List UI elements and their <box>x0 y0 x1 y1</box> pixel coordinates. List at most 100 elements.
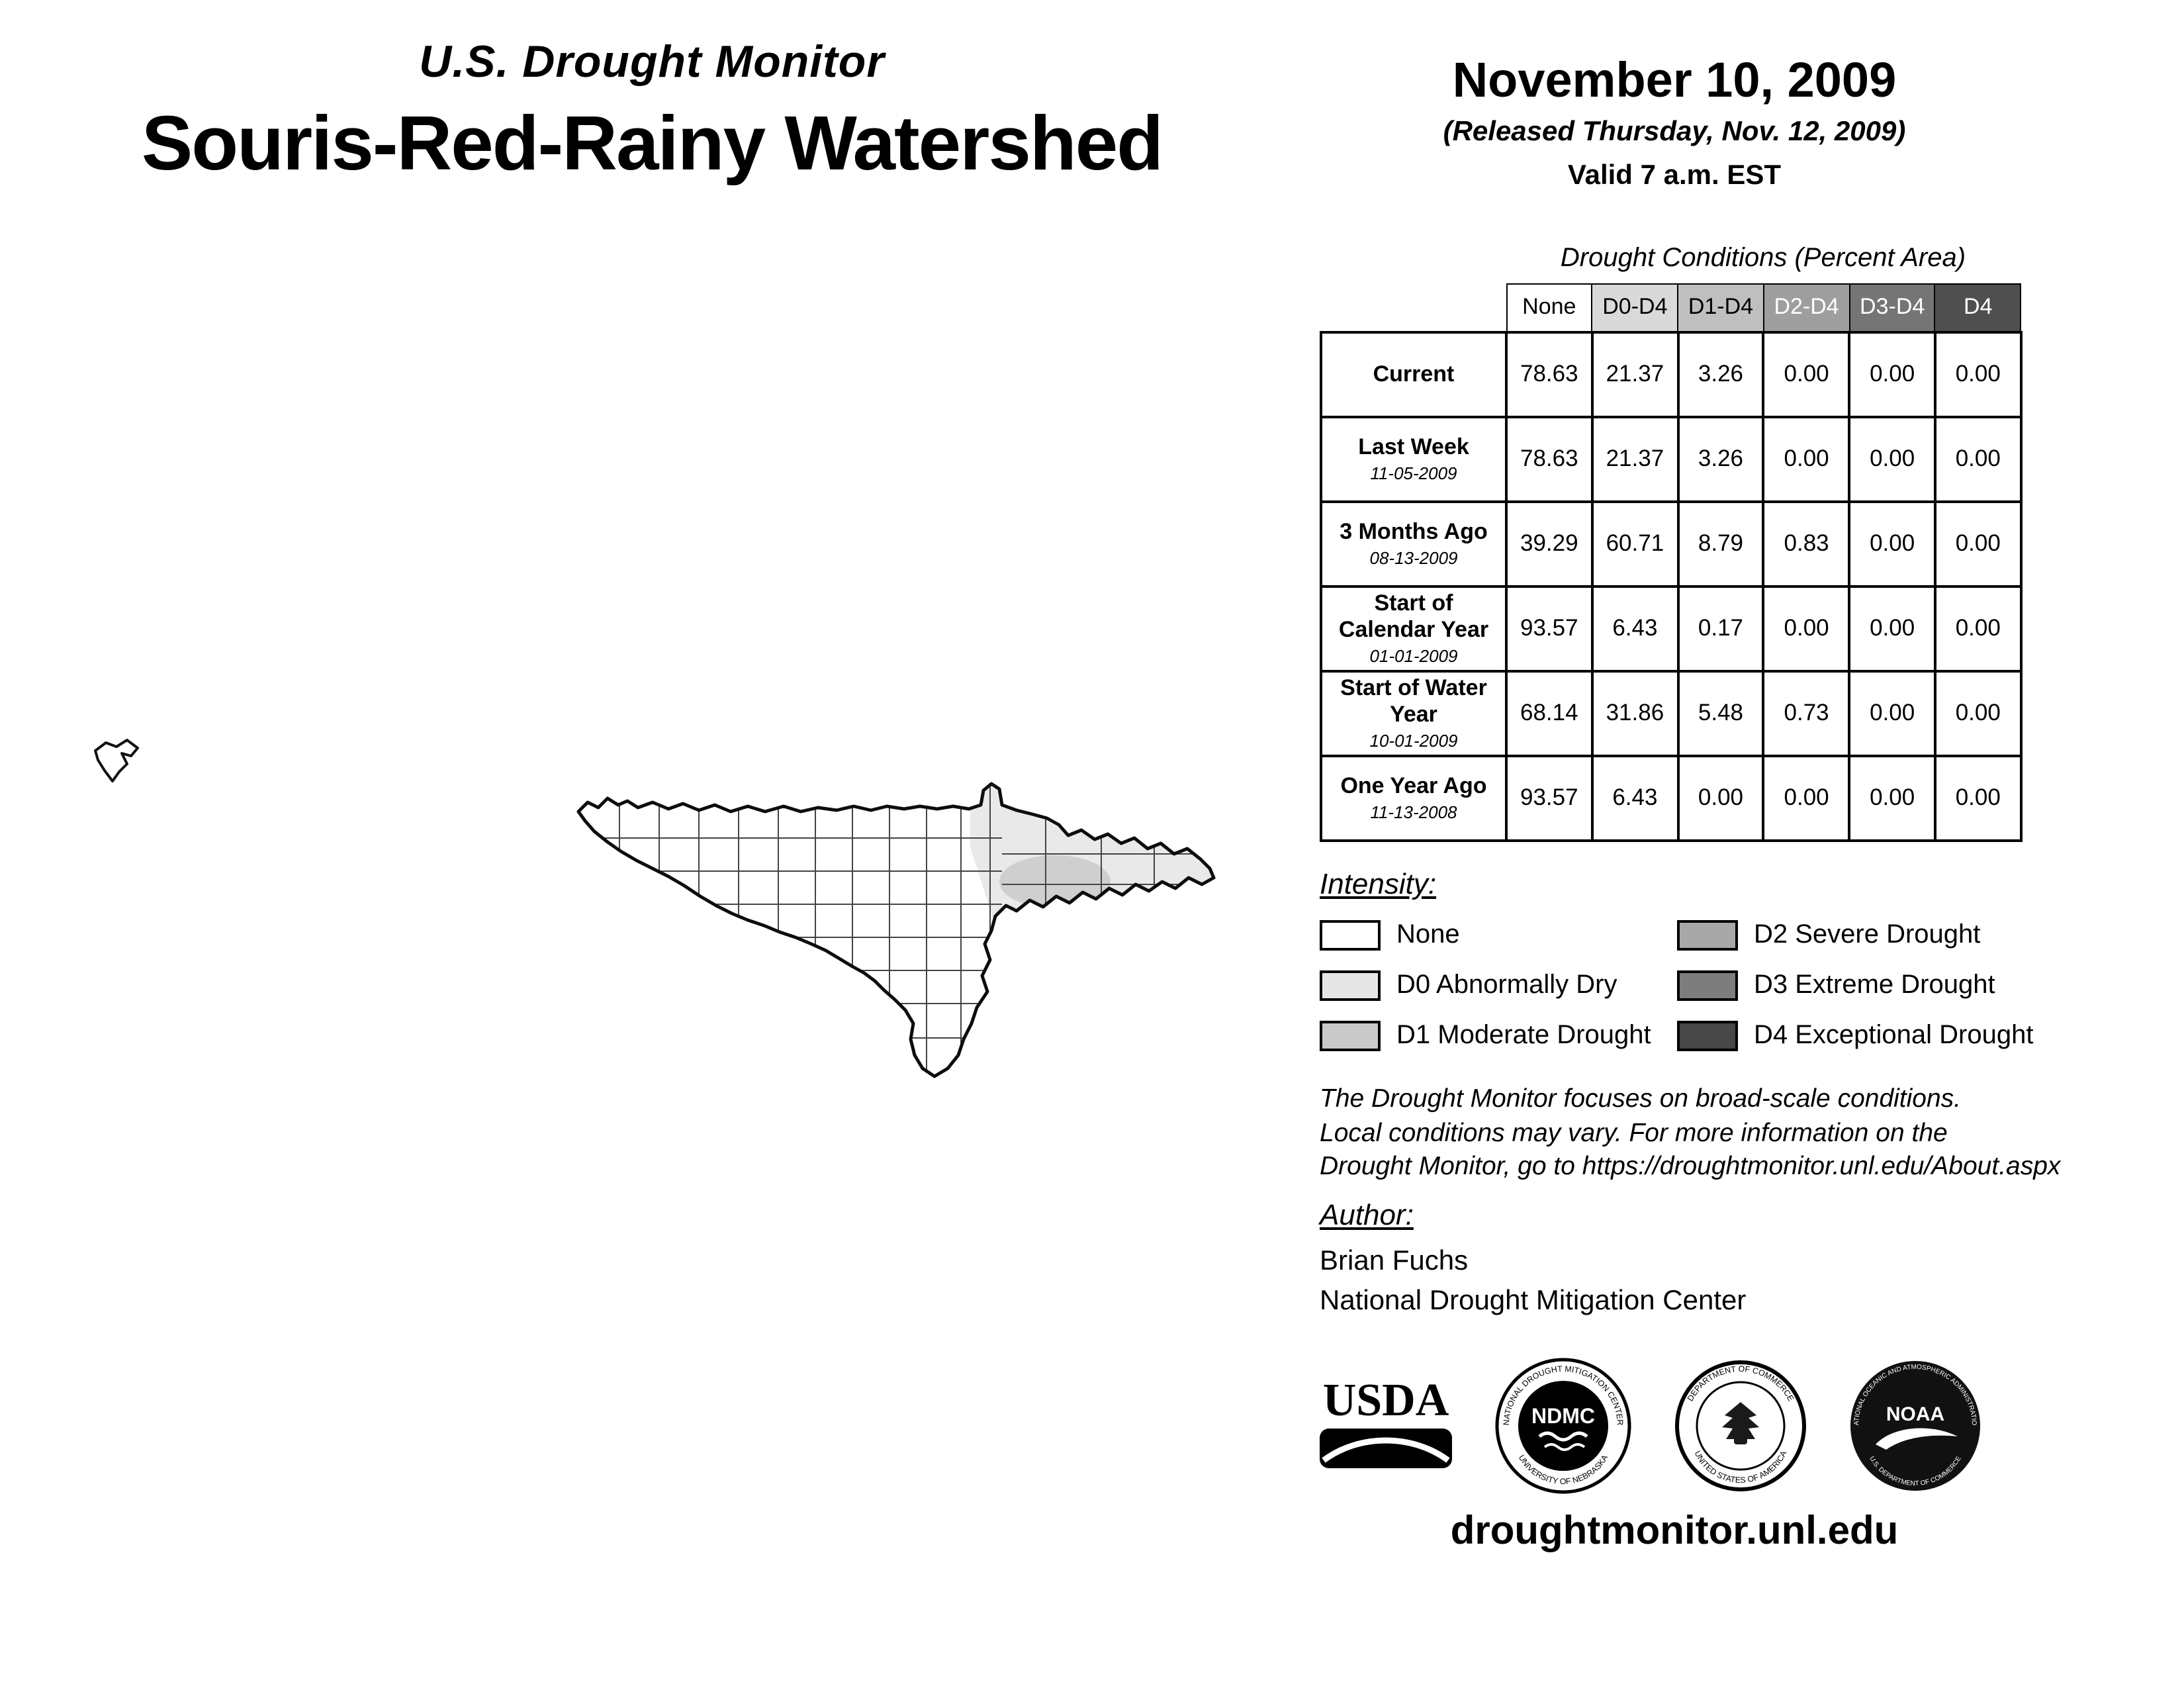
table-cell: 0.00 <box>1762 754 1851 841</box>
table-cell: 93.57 <box>1505 585 1594 672</box>
table-cell: 0.00 <box>1848 415 1936 502</box>
program-title: U.S. Drought Monitor <box>419 37 885 87</box>
release-date: (Released Thursday, Nov. 12, 2009) <box>1443 117 1906 147</box>
col-header-d4: D4 <box>1934 283 2022 332</box>
date-block: November 10, 2009 (Released Thursday, No… <box>1330 53 2019 192</box>
watershed-outline <box>576 782 1216 1078</box>
col-header-d3-d4: D3-D4 <box>1848 283 1936 332</box>
col-header-d1-d4: D1-D4 <box>1677 283 1764 332</box>
table-cell: 3.26 <box>1676 415 1765 502</box>
table-cell: 0.00 <box>1933 330 2023 418</box>
table-cell: 21.37 <box>1590 415 1680 502</box>
title-block: U.S. Drought Monitor Souris-Red-Rainy Wa… <box>53 37 1251 188</box>
table-cell: 0.00 <box>1848 330 1936 418</box>
legend-swatch-d2 <box>1677 920 1738 951</box>
legend-swatch-d1 <box>1320 1021 1381 1051</box>
table-cell: 78.63 <box>1505 415 1594 502</box>
table-cell: 68.14 <box>1505 669 1594 757</box>
blank-corner-cell <box>1321 284 1506 332</box>
legend-item-d1: D1 Moderate Drought <box>1320 1021 1677 1051</box>
footer-url-link[interactable]: droughtmonitor.unl.edu <box>1450 1509 1899 1553</box>
d0-region <box>970 784 1214 933</box>
legend-swatch-d0 <box>1320 970 1381 1001</box>
table-cell: 0.00 <box>1848 754 1936 841</box>
table-cell: 0.00 <box>1933 669 2023 757</box>
table-cell: 0.00 <box>1848 585 1936 672</box>
row-label: Start of Calendar Year 01-01-2009 <box>1320 585 1508 672</box>
row-label: Last Week 11-05-2009 <box>1320 415 1508 502</box>
table-cell: 0.00 <box>1933 585 2023 672</box>
table-cell: 5.48 <box>1676 669 1765 757</box>
table-cell: 0.83 <box>1762 500 1851 587</box>
table-cell: 0.00 <box>1933 415 2023 502</box>
legend-heading: Intensity: <box>1320 867 1437 900</box>
page-title: Souris-Red-Rainy Watershed <box>141 101 1163 187</box>
row-label: Start of Water Year 10-01-2009 <box>1320 669 1508 757</box>
table-cell: 0.00 <box>1933 500 2023 587</box>
usda-logo: USDA <box>1320 1375 1452 1468</box>
table-cell: 0.00 <box>1762 330 1851 418</box>
table-cell: 0.00 <box>1933 754 2023 841</box>
table-cell: 6.43 <box>1590 585 1680 672</box>
col-header-d2-d4: D2-D4 <box>1762 283 1850 332</box>
legend-item-d4: D4 Exceptional Drought <box>1677 1021 2045 1051</box>
legend-item-d3: D3 Extreme Drought <box>1677 970 2045 1001</box>
disclaimer-text: The Drought Monitor focuses on broad-sca… <box>1320 1084 2061 1182</box>
table-cell: 39.29 <box>1505 500 1594 587</box>
row-label: 3 Months Ago 08-13-2009 <box>1320 500 1508 587</box>
table-cell: 0.00 <box>1848 669 1936 757</box>
table-cell: 0.17 <box>1676 585 1765 672</box>
ndmc-logo: NDMC NATIONAL DROUGHT MITIGATION CENTER … <box>1495 1358 1631 1494</box>
legend-item-d0: D0 Abnormally Dry <box>1320 970 1677 1001</box>
svg-text:USDA: USDA <box>1323 1375 1449 1426</box>
col-header-d0-d4: D0-D4 <box>1591 283 1679 332</box>
table-row-last-week: Last Week 11-05-2009 78.63 21.37 3.26 0.… <box>1320 415 2023 502</box>
table-row-start-water-year: Start of Water Year 10-01-2009 68.14 31.… <box>1320 669 2023 757</box>
table-row-current: Current 78.63 21.37 3.26 0.00 0.00 0.00 <box>1320 330 2023 418</box>
table-cell: 0.00 <box>1676 754 1765 841</box>
legend-item-d2: D2 Severe Drought <box>1677 920 2045 951</box>
map-date: November 10, 2009 <box>1452 53 1897 107</box>
table-cell: 0.00 <box>1762 415 1851 502</box>
table-row-start-calendar-year: Start of Calendar Year 01-01-2009 93.57 … <box>1320 585 2023 672</box>
svg-text:NOAA: NOAA <box>1886 1403 1944 1425</box>
drought-conditions-table: None D0-D4 D1-D4 D2-D4 D3-D4 D4 Current … <box>1320 283 2023 841</box>
table-row-3-months-ago: 3 Months Ago 08-13-2009 39.29 60.71 8.79… <box>1320 500 2023 587</box>
d1-region <box>999 855 1111 908</box>
table-cell: 0.73 <box>1762 669 1851 757</box>
table-cell: 60.71 <box>1590 500 1680 587</box>
legend-swatch-d4 <box>1677 1021 1738 1051</box>
table-cell: 0.00 <box>1848 500 1936 587</box>
intensity-legend: Intensity: None D0 Abnormally Dry D1 Mod… <box>1320 867 2045 1071</box>
row-label: One Year Ago 11-13-2008 <box>1320 754 1508 841</box>
table-cell: 21.37 <box>1590 330 1680 418</box>
noaa-logo: NOAA NATIONAL OCEANIC AND ATMOSPHERIC AD… <box>1849 1360 1980 1491</box>
author-name: Brian Fuchs <box>1320 1246 1469 1276</box>
author-heading: Author: <box>1320 1198 1414 1231</box>
table-caption: Drought Conditions (Percent Area) <box>1560 244 1966 273</box>
legend-swatch-none <box>1320 920 1381 951</box>
table-header-row: None D0-D4 D1-D4 D2-D4 D3-D4 D4 <box>1321 283 2022 332</box>
col-header-none: None <box>1506 283 1593 332</box>
table-cell: 3.26 <box>1676 330 1765 418</box>
table-cell: 78.63 <box>1505 330 1594 418</box>
row-label: Current <box>1320 330 1508 418</box>
table-cell: 0.00 <box>1762 585 1851 672</box>
doc-eagle-emblem <box>1722 1402 1759 1444</box>
legend-item-none: None <box>1320 920 1677 951</box>
author-organization: National Drought Mitigation Center <box>1320 1286 1747 1316</box>
commerce-seal: DEPARTMENT OF COMMERCE UNITED STATES OF … <box>1675 1360 1806 1491</box>
table-cell: 8.79 <box>1676 500 1765 587</box>
table-cell: 31.86 <box>1590 669 1680 757</box>
svg-text:NDMC: NDMC <box>1531 1404 1595 1428</box>
table-row-one-year-ago: One Year Ago 11-13-2008 93.57 6.43 0.00 … <box>1320 754 2023 841</box>
legend-swatch-d3 <box>1677 970 1738 1001</box>
table-cell: 93.57 <box>1505 754 1594 841</box>
table-cell: 6.43 <box>1590 754 1680 841</box>
logo-row: USDA NDMC NATIONAL DROUGHT MITIGATION CE… <box>1320 1357 1981 1495</box>
author-block: Author: Brian Fuchs National Drought Mit… <box>1320 1198 1746 1317</box>
watershed-fill <box>578 784 1214 1076</box>
detached-watershed-area <box>94 739 139 782</box>
